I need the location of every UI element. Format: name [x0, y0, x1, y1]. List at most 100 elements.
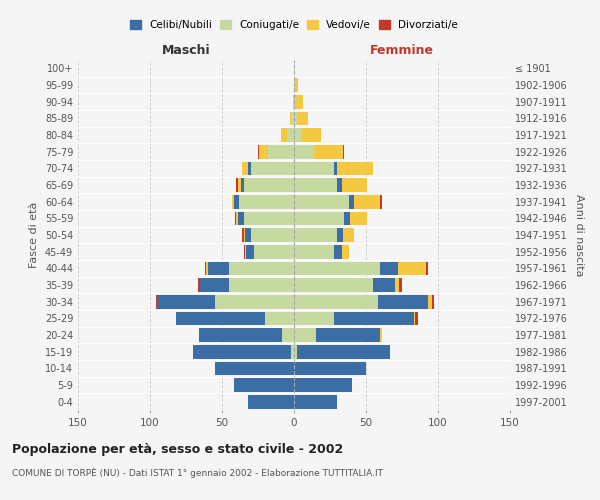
Bar	[294, 195, 349, 208]
Bar	[297, 112, 308, 125]
Bar	[215, 362, 294, 375]
Bar	[232, 195, 233, 208]
Bar	[156, 295, 157, 308]
Bar	[294, 378, 352, 392]
Bar	[193, 345, 291, 358]
Bar	[294, 362, 366, 375]
Bar	[294, 78, 295, 92]
Bar	[344, 212, 350, 225]
Bar	[242, 162, 248, 175]
Bar	[316, 328, 380, 342]
Bar	[334, 312, 413, 325]
Bar	[200, 278, 229, 292]
Bar	[233, 195, 239, 208]
Bar	[197, 278, 200, 292]
Bar	[343, 228, 355, 242]
Bar	[294, 395, 337, 408]
Bar	[337, 162, 373, 175]
Bar	[349, 195, 355, 208]
Bar	[294, 228, 337, 242]
Bar	[294, 295, 377, 308]
Bar	[265, 312, 294, 325]
Bar	[238, 212, 244, 225]
Bar	[341, 245, 349, 258]
Bar	[157, 295, 215, 308]
Bar	[293, 95, 294, 108]
Text: COMUNE DI TORPÈ (NU) - Dati ISTAT 1° gennaio 2002 - Elaborazione TUTTITALIA.IT: COMUNE DI TORPÈ (NU) - Dati ISTAT 1° gen…	[12, 468, 383, 478]
Bar	[215, 295, 294, 308]
Bar	[334, 162, 337, 175]
Bar	[398, 262, 427, 275]
Bar	[337, 228, 343, 242]
Bar	[355, 195, 380, 208]
Bar	[314, 145, 343, 158]
Bar	[242, 228, 244, 242]
Bar	[205, 262, 206, 275]
Bar	[199, 328, 283, 342]
Bar	[248, 162, 251, 175]
Bar	[245, 245, 247, 258]
Bar	[380, 195, 382, 208]
Bar	[415, 312, 418, 325]
Bar	[294, 212, 344, 225]
Bar	[248, 395, 294, 408]
Text: Femmine: Femmine	[370, 44, 434, 57]
Bar	[399, 278, 402, 292]
Bar	[287, 128, 294, 142]
Bar	[229, 278, 294, 292]
Bar	[301, 128, 322, 142]
Bar	[413, 312, 415, 325]
Bar	[258, 145, 259, 158]
Bar	[341, 178, 367, 192]
Bar	[229, 262, 294, 275]
Bar	[238, 178, 241, 192]
Bar	[295, 78, 298, 92]
Bar	[427, 262, 428, 275]
Bar	[281, 128, 287, 142]
Bar	[380, 328, 382, 342]
Bar	[395, 278, 399, 292]
Legend: Celibi/Nubili, Coniugati/e, Vedovi/e, Divorziati/e: Celibi/Nubili, Coniugati/e, Vedovi/e, Di…	[126, 16, 462, 34]
Bar	[294, 262, 380, 275]
Y-axis label: Anni di nascita: Anni di nascita	[574, 194, 584, 276]
Bar	[294, 328, 316, 342]
Bar	[244, 245, 245, 258]
Bar	[259, 145, 268, 158]
Bar	[380, 262, 398, 275]
Bar	[294, 278, 373, 292]
Bar	[236, 178, 238, 192]
Bar	[377, 295, 428, 308]
Bar	[254, 245, 294, 258]
Bar	[244, 212, 294, 225]
Bar	[291, 112, 294, 125]
Bar	[283, 328, 294, 342]
Bar	[334, 245, 341, 258]
Bar	[337, 178, 341, 192]
Bar	[343, 145, 344, 158]
Bar	[247, 245, 254, 258]
Bar	[268, 145, 294, 158]
Bar	[176, 312, 265, 325]
Bar	[432, 295, 434, 308]
Bar	[428, 295, 432, 308]
Bar	[297, 345, 391, 358]
Bar	[294, 95, 295, 108]
Bar	[245, 228, 251, 242]
Text: Maschi: Maschi	[161, 44, 211, 57]
Bar	[236, 212, 238, 225]
Bar	[294, 178, 337, 192]
Bar	[291, 345, 294, 358]
Text: Popolazione per età, sesso e stato civile - 2002: Popolazione per età, sesso e stato civil…	[12, 442, 343, 456]
Bar	[244, 228, 245, 242]
Bar	[294, 245, 334, 258]
Bar	[235, 212, 236, 225]
Bar	[294, 112, 297, 125]
Bar	[233, 378, 294, 392]
Y-axis label: Fasce di età: Fasce di età	[29, 202, 39, 268]
Bar	[290, 112, 291, 125]
Bar	[251, 162, 294, 175]
Bar	[294, 145, 314, 158]
Bar	[294, 345, 297, 358]
Bar	[294, 162, 334, 175]
Bar	[244, 178, 294, 192]
